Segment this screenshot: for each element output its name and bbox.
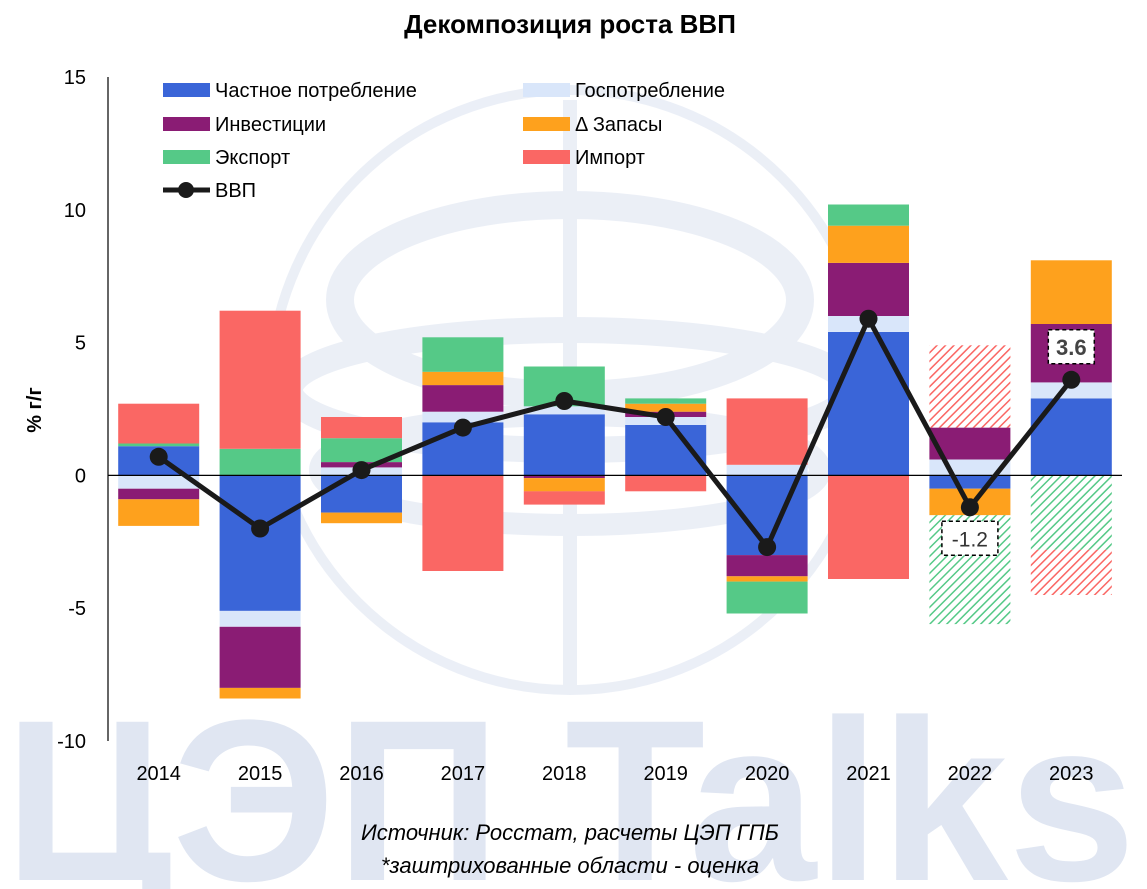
legend-swatch-imports [523, 150, 570, 164]
y-tick-label: 0 [75, 465, 86, 487]
legend-swatch-inventories [523, 117, 570, 131]
legend-label-inventories: Δ Запасы [575, 114, 662, 136]
bar-exports-2017 [422, 337, 504, 372]
bar-gov_consumption-2023 [1030, 382, 1112, 399]
x-tick-label: 2015 [238, 763, 283, 785]
x-tick-label: 2023 [1049, 763, 1094, 785]
bar-imports-2021 [828, 475, 909, 579]
bar-investment-2017 [422, 385, 504, 412]
bar-investment-2014 [118, 488, 200, 500]
legend-swatch-gov_consumption [523, 83, 570, 97]
estimate-note: *заштрихованные области - оценка [381, 853, 759, 878]
bar-imports-2023 [1030, 549, 1112, 595]
data-label-box-2023 [1047, 329, 1096, 365]
legend-swatch-exports [163, 150, 210, 164]
legend-label-gov_consumption: Госпотребление [575, 80, 725, 102]
bar-inventories-2021 [828, 225, 909, 263]
x-tick-label: 2022 [948, 763, 993, 785]
gdp-line-layer [149, 309, 1081, 557]
bar-private_consumption-2018 [523, 414, 605, 476]
bar-imports-2020 [726, 398, 808, 465]
x-tick-label: 2020 [745, 763, 790, 785]
watermark-text: ЦЭП Talks [4, 672, 1136, 889]
x-tick-label: 2017 [441, 763, 486, 785]
bar-investment-2015 [219, 626, 301, 688]
y-tick-label: -10 [57, 731, 86, 753]
bar-inventories-2017 [422, 371, 504, 386]
bar-exports-2021 [828, 204, 909, 226]
bar-inventories-2023 [1030, 260, 1112, 324]
gdp-line [157, 316, 1074, 550]
legend-label-investment: Инвестиции [215, 114, 326, 136]
data-label-2023: 3.6 [1056, 335, 1087, 360]
bar-exports-2014 [118, 443, 200, 447]
bar-gov_consumption-2018 [523, 406, 605, 415]
bar-exports-2016 [321, 438, 402, 463]
bar-exports-2020 [726, 581, 808, 614]
source-note: Источник: Росстат, расчеты ЦЭП ГПБ [361, 820, 779, 845]
y-tick-label: 15 [64, 67, 86, 89]
data-label-2022: -1.2 [952, 528, 988, 551]
bar-imports-2022 [929, 345, 1011, 428]
legend-swatch-private_consumption [163, 83, 210, 97]
gdp-point-2021 [859, 309, 878, 328]
x-tick-label: 2021 [846, 763, 891, 785]
gdp-point-2015 [251, 519, 270, 538]
bar-gov_consumption-2017 [422, 411, 504, 423]
data-label-box-2022 [941, 520, 999, 557]
x-tick-label: 2019 [643, 763, 688, 785]
x-tick-label: 2018 [542, 763, 587, 785]
gdp-point-2014 [149, 447, 168, 466]
gdp-point-2017 [453, 418, 472, 437]
legend-swatch-investment [163, 117, 210, 131]
bar-inventories-2015 [219, 687, 301, 699]
gdp-point-2022 [960, 498, 979, 517]
y-axis-label: % г/г [24, 387, 46, 433]
bar-inventories-2016 [321, 512, 402, 524]
legend-label-exports: Экспорт [215, 147, 290, 169]
bar-private_consumption-2023 [1030, 398, 1112, 476]
chart-title: Декомпозиция роста ВВП [404, 9, 736, 39]
bar-private_consumption-2022 [929, 475, 1011, 489]
bar-investment-2021 [828, 262, 909, 316]
bar-imports-2015 [219, 310, 301, 449]
bar-imports-2017 [422, 475, 504, 571]
y-tick-label: 10 [64, 200, 86, 222]
bar-private_consumption-2016 [321, 475, 402, 513]
bar-inventories-2020 [726, 576, 808, 582]
annotations-layer: -1.2 3.6 [941, 329, 1096, 557]
bar-exports-2015 [219, 448, 301, 476]
bar-exports-2019 [625, 398, 707, 404]
bar-exports-2023 [1030, 475, 1112, 550]
bar-gov_consumption-2015 [219, 610, 301, 627]
legend-label-gdp: ВВП [215, 180, 256, 202]
bar-imports-2016 [321, 417, 402, 439]
legend-marker-gdp [178, 182, 194, 198]
legend-label-private_consumption: Частное потребление [215, 80, 417, 102]
gdp-point-2016 [352, 461, 371, 480]
legend-label-imports: Импорт [575, 147, 645, 169]
gdp-point-2019 [656, 408, 675, 426]
bar-private_consumption-2015 [219, 475, 301, 611]
gdp-point-2020 [758, 538, 777, 557]
gdp-point-2018 [555, 392, 574, 410]
bar-imports-2018 [523, 491, 605, 505]
bar-gov_consumption-2014 [118, 475, 200, 489]
gdp-point-2023 [1062, 370, 1081, 389]
bar-imports-2014 [118, 403, 200, 444]
y-tick-label: 5 [75, 333, 86, 355]
bar-inventories-2019 [625, 403, 707, 412]
bar-private_consumption-2021 [828, 332, 909, 476]
x-tick-label: 2016 [339, 763, 384, 785]
bar-investment-2020 [726, 555, 808, 577]
x-tick-label: 2014 [136, 763, 181, 785]
legend: Частное потребление Госпотребление Инвести… [163, 80, 725, 202]
bar-inventories-2018 [523, 478, 605, 492]
bar-imports-2019 [625, 475, 707, 492]
bar-gov_consumption-2020 [726, 464, 808, 476]
bar-inventories-2014 [118, 499, 200, 526]
bar-investment-2018 [523, 475, 605, 479]
y-tick-label: -5 [68, 598, 86, 620]
